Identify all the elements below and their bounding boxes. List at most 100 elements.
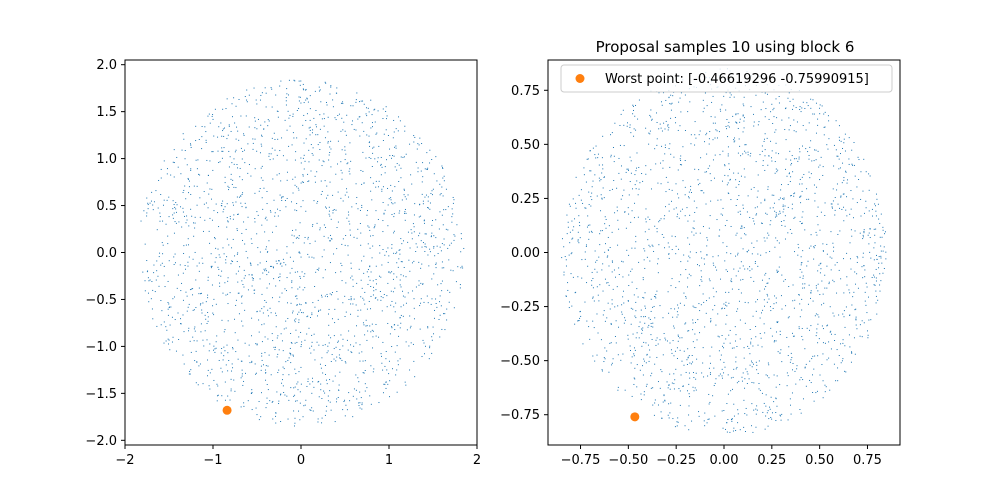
sample-point (700, 251, 702, 253)
sample-point (718, 336, 720, 338)
sample-point (333, 335, 335, 337)
sample-point (413, 214, 415, 216)
sample-point (370, 308, 372, 310)
sample-point (316, 222, 318, 224)
sample-point (291, 287, 293, 289)
sample-point (326, 185, 328, 187)
sample-point (323, 224, 325, 226)
sample-point (815, 392, 817, 394)
sample-point (840, 140, 842, 142)
sample-point (215, 347, 217, 349)
sample-point (344, 146, 346, 148)
sample-point (670, 109, 672, 111)
sample-point (756, 405, 758, 407)
sample-point (853, 164, 855, 166)
sample-point (804, 367, 806, 369)
sample-point (822, 353, 824, 355)
sample-point (279, 150, 281, 152)
sample-point (640, 393, 642, 395)
sample-point (722, 207, 724, 209)
sample-point (385, 118, 387, 120)
sample-point (705, 203, 707, 205)
sample-point (434, 255, 436, 257)
sample-point (355, 101, 357, 103)
sample-point (228, 244, 230, 246)
sample-point (798, 294, 800, 296)
sample-point (266, 274, 268, 276)
sample-point (317, 200, 319, 202)
sample-point (810, 297, 811, 299)
sample-point (221, 202, 223, 204)
sample-point (688, 355, 690, 357)
sample-point (437, 284, 439, 286)
sample-point (865, 200, 867, 202)
sample-point (770, 111, 772, 113)
sample-point (270, 374, 272, 376)
sample-point (814, 200, 816, 202)
sample-point (358, 381, 360, 383)
sample-point (761, 150, 763, 152)
sample-point (840, 343, 842, 345)
sample-point (663, 92, 665, 94)
sample-point (777, 321, 779, 323)
sample-point (407, 231, 409, 233)
sample-point (258, 419, 260, 421)
sample-point (197, 159, 199, 161)
sample-point (255, 343, 257, 345)
sample-point (734, 326, 736, 328)
sample-point (321, 422, 323, 424)
sample-point (749, 216, 751, 218)
sample-point (819, 113, 821, 115)
sample-point (620, 359, 622, 361)
sample-point (315, 124, 317, 126)
sample-point (373, 286, 375, 288)
sample-point (574, 292, 576, 294)
sample-point (342, 129, 344, 131)
sample-point (641, 328, 643, 330)
sample-point (643, 248, 645, 250)
sample-point (682, 180, 684, 182)
sample-point (807, 151, 809, 153)
sample-point (406, 329, 408, 331)
sample-point (295, 329, 297, 331)
sample-point (195, 307, 197, 309)
sample-point (176, 287, 178, 289)
sample-point (275, 225, 277, 227)
sample-point (285, 104, 287, 106)
sample-point (818, 316, 820, 318)
sample-point (259, 99, 261, 101)
sample-point (335, 173, 337, 175)
sample-point (310, 316, 312, 318)
sample-point (207, 294, 209, 296)
sample-point (723, 95, 725, 97)
sample-point (347, 254, 349, 256)
sample-point (804, 283, 806, 285)
sample-point (724, 366, 726, 368)
sample-point (621, 165, 622, 167)
sample-point (386, 115, 388, 117)
sample-point (188, 256, 190, 258)
sample-point (636, 167, 638, 169)
sample-point (416, 148, 418, 150)
sample-point (311, 341, 313, 343)
sample-point (294, 394, 296, 396)
sample-point (654, 148, 656, 150)
sample-point (612, 147, 614, 148)
sample-point (238, 99, 240, 100)
sample-point (870, 257, 872, 259)
sample-point (392, 278, 394, 280)
sample-point (686, 363, 688, 365)
sample-point (615, 276, 616, 278)
sample-point (642, 374, 644, 376)
right-y-ticks: −0.75−0.50−0.250.000.250.500.75 (500, 84, 548, 423)
sample-point (764, 200, 766, 202)
sample-point (204, 219, 206, 221)
sample-point (868, 189, 870, 191)
sample-point (374, 158, 376, 160)
sample-point (377, 186, 379, 188)
sample-point (196, 340, 198, 342)
sample-point (301, 341, 303, 343)
sample-point (313, 333, 315, 335)
sample-point (716, 219, 718, 221)
sample-point (764, 274, 766, 276)
